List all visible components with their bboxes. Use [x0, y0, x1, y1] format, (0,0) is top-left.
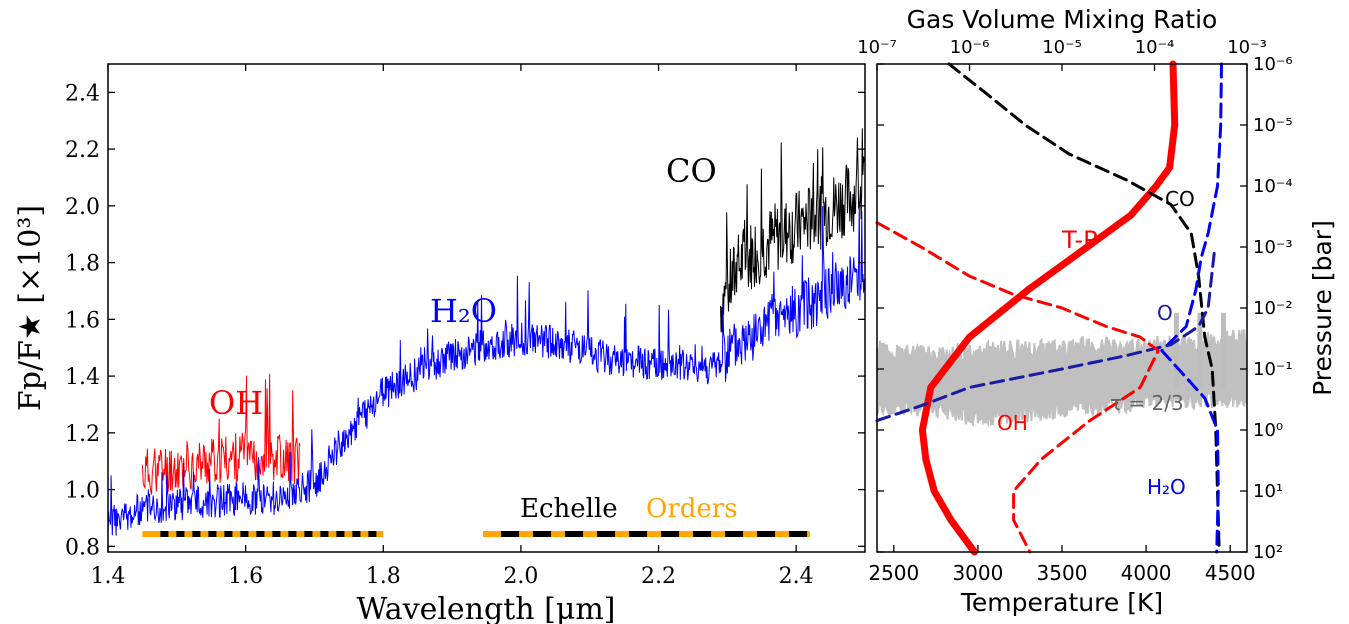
annotation-tp: T-P: [1061, 226, 1098, 254]
spectrum-y-label: Fp/F★ [×10³]: [13, 205, 48, 411]
spectrum-y-tick-label-0: 0.8: [65, 535, 100, 560]
annotation-co-profile: CO: [1165, 187, 1195, 211]
vmr-tick-label-2: 10⁻⁵: [1042, 37, 1082, 58]
spectrum-y-tick-label-7: 2.2: [65, 138, 100, 163]
spectrum-y-tick-label-5: 1.8: [65, 252, 100, 277]
spectrum-y-tick-label-3: 1.4: [65, 365, 100, 390]
spectrum-x-tick-label-5: 2.4: [779, 564, 814, 589]
spectrum-x-tick-label-3: 2.0: [503, 564, 538, 589]
spectrum-x-label: Wavelength [μm]: [357, 592, 616, 624]
vmr-tick-label-0: 10⁻⁷: [857, 37, 897, 58]
pressure-tick-label-7: 10¹: [1253, 481, 1283, 502]
pressure-tick-label-3: 10⁻³: [1253, 237, 1293, 258]
profile-o: [875, 245, 1217, 423]
pressure-tick-label-5: 10⁻¹: [1253, 359, 1293, 380]
tau-band-area: [876, 329, 1248, 428]
spectrum-x-tick-label-0: 1.4: [91, 564, 126, 589]
annotation-echelle: Echelle: [520, 494, 618, 524]
temperature-ticks: 2500 3000 3500 4000 4500: [868, 545, 1256, 585]
spectrum-y-ticks: 0.8 1.0 1.2 1.4 1.6 1.8 2.0 2.2 2.4: [65, 81, 865, 560]
temperature-tick-label-2: 3500: [1037, 561, 1088, 585]
profile-h2o: [1160, 62, 1223, 554]
spectrum-y-tick-label-2: 1.2: [65, 422, 100, 447]
temperature-tick-label-4: 4500: [1205, 561, 1256, 585]
spectrum-series: [107, 128, 866, 537]
vmr-tick-label-3: 10⁻⁴: [1135, 37, 1175, 58]
atmosphere-series: [875, 60, 1223, 556]
temperature-tick-label-3: 4000: [1121, 561, 1172, 585]
annotation-o-profile: O: [1157, 301, 1173, 325]
vmr-label: Gas Volume Mixing Ratio: [907, 5, 1218, 34]
annotation-co: CO: [666, 152, 717, 190]
annotation-oh-profile: OH: [997, 411, 1028, 435]
annotation-oh: OH: [209, 384, 263, 422]
spectrum-y-tick-label-8: 2.4: [65, 81, 100, 106]
annotation-h2o-profile: H₂O: [1147, 475, 1186, 499]
temperature-label: Temperature [K]: [960, 588, 1163, 617]
atmosphere-panel: 2500 3000 3500 4000 4500 10⁻⁷ 10⁻⁶ 10⁻⁵ 10⁻⁴ 10⁻…: [857, 5, 1337, 617]
series-co-spectrum: [720, 128, 866, 333]
spectrum-frame: [107, 63, 866, 553]
profile-oh: [875, 221, 1160, 554]
vmr-ticks: 10⁻⁷ 10⁻⁶ 10⁻⁵ 10⁻⁴ 10⁻³: [857, 37, 1267, 71]
annotation-tau: τ = 2/3: [1110, 391, 1184, 415]
annotation-h2o: H₂O: [430, 292, 497, 330]
annotation-orders: Orders: [646, 494, 738, 524]
pressure-tick-label-6: 10⁰: [1253, 420, 1283, 441]
spectrum-panel: 1.4 1.6 1.8 2.0 2.2 2.4 0.8 1.0 1.2 1.4 1.6 1.8 2.0…: [13, 63, 866, 624]
pressure-label: Pressure [bar]: [1308, 220, 1337, 396]
pressure-tick-label-2: 10⁻⁴: [1253, 176, 1293, 197]
spectrum-y-tick-label-4: 1.6: [65, 308, 100, 333]
spectrum-y-tick-label-6: 2.0: [65, 195, 100, 220]
vmr-tick-label-4: 10⁻³: [1227, 37, 1267, 58]
spectrum-x-ticks: 1.4 1.6 1.8 2.0 2.2 2.4: [91, 64, 814, 589]
pressure-tick-label-0: 10⁻⁶: [1253, 54, 1293, 75]
spectrum-x-tick-label-2: 1.8: [366, 564, 401, 589]
series-h2o-spectrum: [107, 201, 866, 537]
spectrum-x-tick-label-4: 2.2: [641, 564, 676, 589]
profile-t-p: [918, 60, 1179, 556]
temperature-tick-label-0: 2500: [868, 561, 919, 585]
temperature-tick-label-1: 3000: [952, 561, 1003, 585]
vmr-tick-label-1: 10⁻⁶: [950, 37, 990, 58]
profile-co: [947, 62, 1221, 554]
pressure-tick-label-4: 10⁻²: [1253, 298, 1293, 319]
pressure-tick-label-8: 10²: [1253, 542, 1283, 563]
pressure-ticks: 10⁻⁶ 10⁻⁵ 10⁻⁴ 10⁻³ 10⁻² 10⁻¹ 10⁰ 10¹ 10²: [877, 54, 1293, 563]
series-oh-spectrum: [141, 373, 301, 495]
pressure-tick-label-1: 10⁻⁵: [1253, 115, 1293, 136]
spectrum-x-tick-label-1: 1.6: [228, 564, 263, 589]
spectrum-y-tick-label-1: 1.0: [65, 479, 100, 504]
